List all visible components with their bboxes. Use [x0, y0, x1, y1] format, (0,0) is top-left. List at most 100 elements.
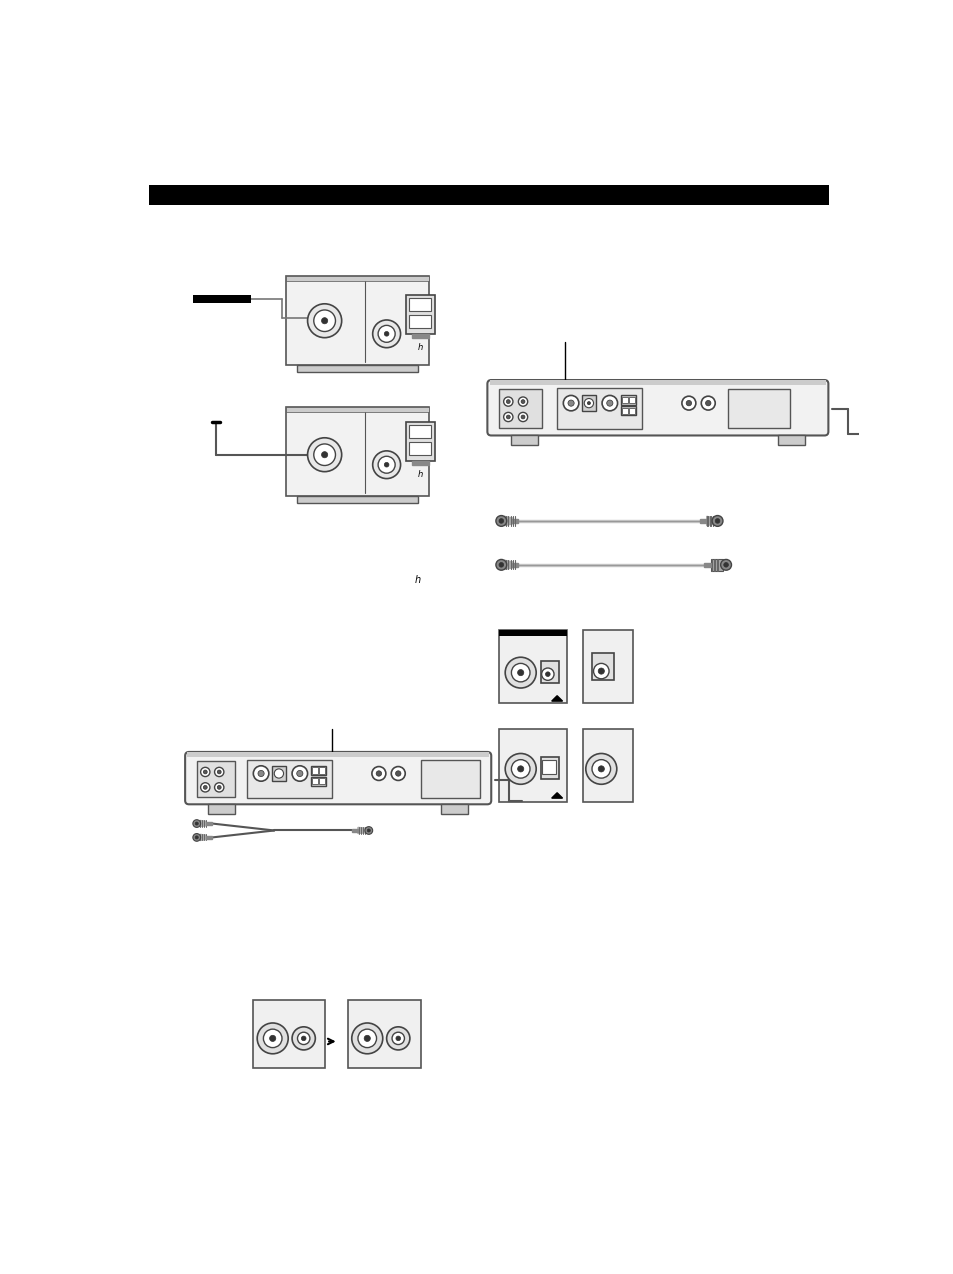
Polygon shape — [357, 827, 365, 833]
Circle shape — [217, 786, 221, 790]
Circle shape — [720, 559, 731, 571]
Bar — [710, 559, 722, 571]
Circle shape — [506, 400, 510, 404]
Circle shape — [583, 399, 593, 408]
Circle shape — [365, 827, 373, 834]
Circle shape — [567, 400, 574, 406]
Circle shape — [700, 396, 715, 410]
Bar — [253, 1000, 324, 1068]
Bar — [286, 406, 429, 413]
Polygon shape — [703, 563, 710, 567]
Polygon shape — [512, 519, 517, 524]
Bar — [542, 761, 556, 775]
Circle shape — [377, 456, 395, 473]
Circle shape — [200, 767, 210, 777]
Circle shape — [253, 766, 269, 781]
Circle shape — [384, 331, 389, 336]
Circle shape — [498, 519, 503, 524]
Bar — [498, 729, 567, 803]
Bar — [406, 296, 435, 334]
Circle shape — [392, 1032, 404, 1045]
Circle shape — [511, 664, 530, 682]
Circle shape — [296, 771, 303, 777]
Circle shape — [685, 400, 691, 406]
Bar — [409, 316, 431, 327]
Circle shape — [372, 767, 385, 781]
Bar — [208, 804, 235, 814]
Circle shape — [498, 563, 503, 567]
FancyBboxPatch shape — [487, 380, 827, 436]
Circle shape — [598, 668, 604, 674]
Circle shape — [377, 325, 395, 343]
Bar — [319, 778, 324, 785]
Circle shape — [321, 452, 328, 457]
Circle shape — [193, 833, 200, 841]
Text: h: h — [416, 343, 422, 352]
Bar — [581, 395, 596, 410]
Text: h: h — [415, 576, 420, 585]
Circle shape — [200, 782, 210, 792]
Circle shape — [606, 400, 612, 406]
Bar — [247, 759, 332, 798]
Circle shape — [301, 1036, 306, 1041]
Circle shape — [517, 413, 527, 422]
Circle shape — [257, 1023, 288, 1054]
Circle shape — [307, 438, 341, 471]
Bar — [297, 496, 417, 503]
Bar — [629, 397, 634, 403]
Circle shape — [592, 759, 610, 778]
Circle shape — [681, 396, 695, 410]
Bar — [620, 406, 636, 415]
Bar — [489, 380, 825, 386]
Circle shape — [503, 413, 513, 422]
Circle shape — [505, 753, 536, 785]
Bar — [193, 296, 251, 303]
Bar — [727, 390, 789, 428]
Circle shape — [195, 822, 198, 826]
Polygon shape — [504, 561, 512, 569]
Bar — [409, 298, 431, 311]
Circle shape — [503, 397, 513, 406]
Bar — [540, 757, 558, 778]
Circle shape — [307, 303, 341, 338]
Circle shape — [715, 519, 720, 524]
Bar — [286, 406, 429, 496]
Circle shape — [314, 443, 335, 465]
Bar — [421, 759, 479, 798]
Circle shape — [364, 1036, 370, 1041]
Bar — [621, 408, 627, 414]
Polygon shape — [504, 516, 512, 526]
Circle shape — [601, 395, 617, 410]
Bar — [312, 767, 317, 773]
Polygon shape — [412, 334, 429, 338]
Circle shape — [517, 766, 523, 772]
Circle shape — [517, 670, 523, 675]
Bar — [498, 631, 567, 703]
Circle shape — [270, 1036, 275, 1041]
Circle shape — [321, 317, 328, 324]
Circle shape — [193, 819, 200, 827]
Bar — [510, 436, 537, 446]
Circle shape — [217, 769, 221, 773]
Circle shape — [723, 563, 728, 567]
Circle shape — [585, 753, 617, 785]
Bar — [778, 436, 804, 446]
Circle shape — [384, 462, 389, 468]
Circle shape — [203, 769, 207, 773]
Bar — [319, 767, 324, 773]
Circle shape — [391, 767, 405, 781]
Bar — [286, 276, 429, 282]
Circle shape — [257, 771, 264, 777]
Circle shape — [711, 516, 722, 526]
Polygon shape — [206, 822, 212, 826]
Bar — [582, 729, 633, 803]
Circle shape — [373, 320, 400, 348]
Bar — [582, 631, 633, 703]
Circle shape — [292, 766, 307, 781]
Circle shape — [395, 1036, 400, 1041]
Circle shape — [562, 395, 578, 410]
Bar — [498, 390, 541, 428]
Circle shape — [598, 766, 604, 772]
Bar — [409, 442, 431, 455]
Circle shape — [386, 1027, 410, 1050]
